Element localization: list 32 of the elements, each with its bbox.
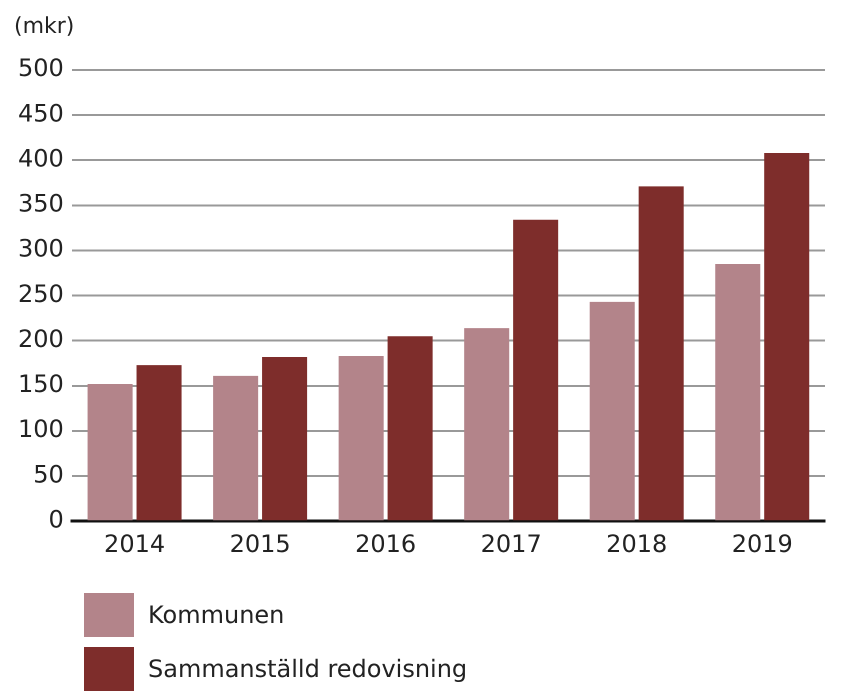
- y-axis-title: (mkr): [14, 14, 74, 39]
- y-tick-label: 0: [48, 505, 64, 534]
- y-tick-label: 100: [18, 415, 64, 444]
- bar: [136, 365, 182, 520]
- bar: [464, 328, 510, 520]
- legend-label: Kommunen: [148, 601, 284, 629]
- y-tick-label: 150: [18, 370, 64, 398]
- y-tick-label: 200: [18, 324, 64, 353]
- bar: [213, 376, 258, 520]
- y-tick-label: 250: [18, 280, 64, 308]
- legend-label: Sammanställd redovisning: [148, 655, 468, 683]
- bar: [262, 356, 308, 520]
- bar: [590, 302, 635, 520]
- x-tick-label: 2019: [732, 530, 793, 558]
- x-tick-label: 2018: [606, 530, 668, 558]
- y-tick-label: 350: [18, 190, 64, 218]
- y-tick-label: 400: [18, 144, 64, 172]
- x-tick-label: 2014: [104, 530, 166, 558]
- bar: [715, 264, 760, 520]
- x-tick-label: 2017: [480, 530, 542, 558]
- bar: [638, 186, 684, 520]
- x-tick-label: 2015: [230, 530, 291, 558]
- y-tick-label: 300: [18, 234, 64, 263]
- bar: [338, 356, 384, 520]
- y-tick-label: 450: [18, 99, 64, 128]
- bar: [513, 220, 558, 520]
- bar: [88, 384, 133, 520]
- bar: [764, 153, 810, 520]
- x-tick-label: 2016: [355, 530, 416, 558]
- bar: [388, 336, 433, 520]
- y-tick-label: 50: [33, 460, 64, 488]
- y-tick-label: 500: [18, 54, 64, 82]
